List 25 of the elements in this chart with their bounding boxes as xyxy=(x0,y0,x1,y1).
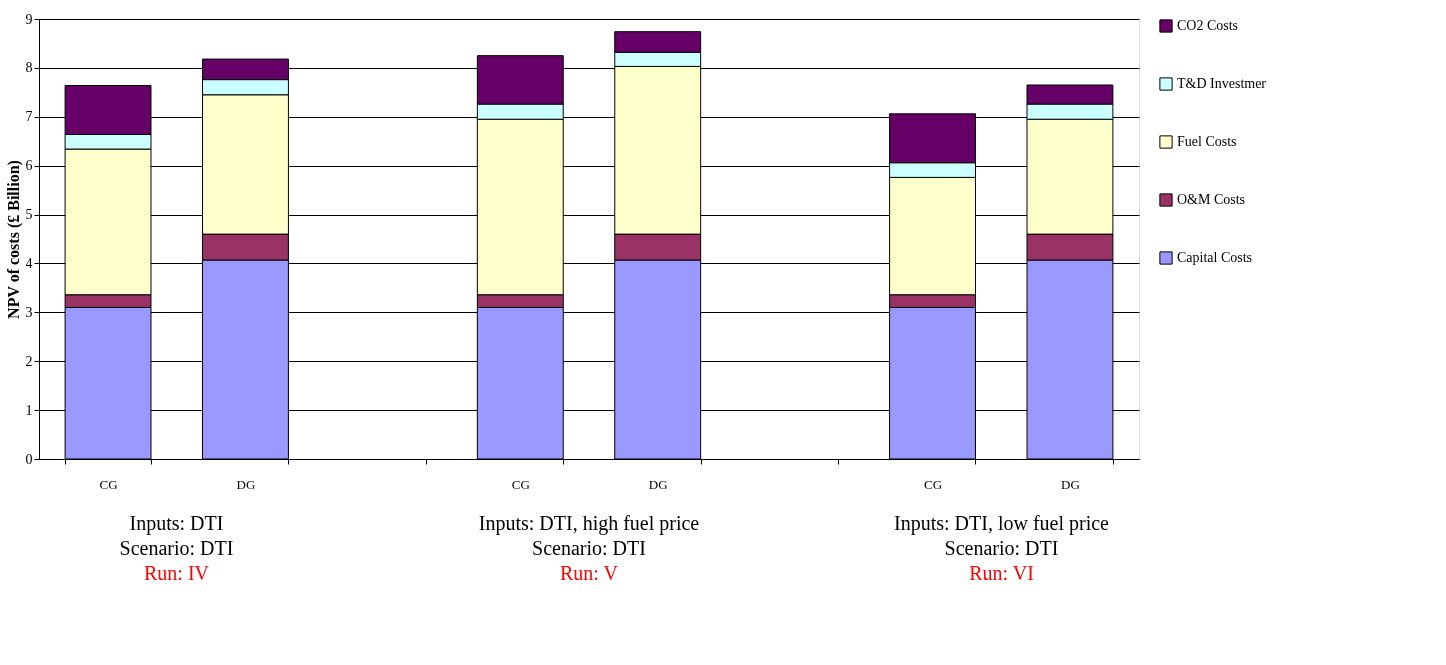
text: Inputs: DTI, high fuel price Scenario: DTI Run: V xyxy=(478,512,700,584)
text: Inputs: DTI, low fuel price Scenario: DTI Run: VI xyxy=(894,512,1110,584)
y-tick-label: 8 xyxy=(25,60,33,76)
y-tick-label: 9 xyxy=(25,11,33,27)
x-tick-label: DG xyxy=(236,476,256,492)
y-tick-label: 3 xyxy=(25,304,33,320)
x-tick-label: CG xyxy=(99,476,118,492)
x-tick-label: CG xyxy=(924,476,943,492)
legend-label: Fuel Costs xyxy=(1177,134,1237,149)
y-tick-label: 2 xyxy=(25,353,33,369)
legend-label: T&D Investmer xyxy=(1177,76,1267,91)
legend-label: CO2 Costs xyxy=(1177,18,1239,33)
y-tick-label: 6 xyxy=(25,158,33,174)
y-tick-label: 5 xyxy=(25,207,33,223)
text: Inputs: DTI Scenario: DTI Run: IV xyxy=(119,512,234,584)
y-tick-label: 7 xyxy=(25,109,33,125)
x-tick-label: CG xyxy=(511,476,530,492)
legend-label: Capital Costs xyxy=(1177,250,1253,265)
legend-label: O&M Costs xyxy=(1177,192,1246,207)
y-tick-label: 1 xyxy=(25,402,33,418)
y-axis-title: NPV of costs (£ Billion) xyxy=(4,160,23,319)
x-tick-label: DG xyxy=(648,476,668,492)
x-tick-label: DG xyxy=(1061,476,1080,492)
y-tick-label: 4 xyxy=(25,255,33,271)
y-tick-label: 0 xyxy=(25,451,33,467)
